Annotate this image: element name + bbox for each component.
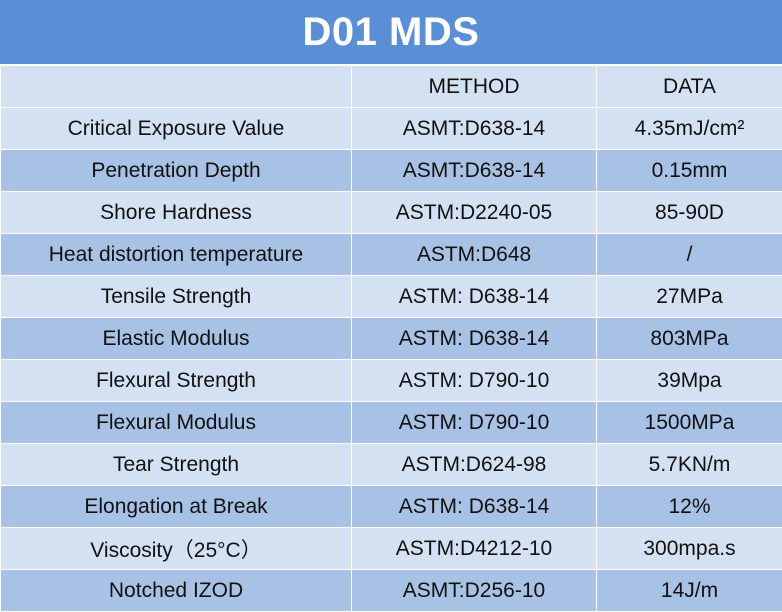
- method-cell: ASTM:D648: [352, 234, 597, 276]
- property-cell: Elastic Modulus: [1, 318, 352, 360]
- properties-table: METHOD DATA Critical Exposure Value ASMT…: [0, 65, 782, 612]
- table-row: Viscosity（25°C） ASTM:D4212-10 300mpa.s: [1, 528, 782, 570]
- data-cell: 27MPa: [597, 276, 782, 318]
- method-cell: ASTM: D638-14: [352, 486, 597, 528]
- property-cell: Tensile Strength: [1, 276, 352, 318]
- table-row: Flexural Modulus ASTM: D790-10 1500MPa: [1, 402, 782, 444]
- page-title: D01 MDS: [0, 0, 782, 65]
- data-cell: /: [597, 234, 782, 276]
- data-cell: 300mpa.s: [597, 528, 782, 570]
- table-row: Shore Hardness ASTM:D2240-05 85-90D: [1, 192, 782, 234]
- data-cell: 4.35mJ/cm²: [597, 108, 782, 150]
- data-cell: 39Mpa: [597, 360, 782, 402]
- data-cell: 803MPa: [597, 318, 782, 360]
- data-cell: 0.15mm: [597, 150, 782, 192]
- property-cell: Flexural Modulus: [1, 402, 352, 444]
- property-cell: Elongation at Break: [1, 486, 352, 528]
- table-header-row: METHOD DATA: [1, 66, 782, 108]
- property-cell: Shore Hardness: [1, 192, 352, 234]
- method-cell: ASTM: D638-14: [352, 276, 597, 318]
- header-property: [1, 66, 352, 108]
- method-cell: ASTM:D4212-10: [352, 528, 597, 570]
- property-cell: Notched IZOD: [1, 570, 352, 612]
- table-row: Penetration Depth ASMT:D638-14 0.15mm: [1, 150, 782, 192]
- method-cell: ASTM: D790-10: [352, 402, 597, 444]
- data-cell: 12%: [597, 486, 782, 528]
- header-data: DATA: [597, 66, 782, 108]
- method-cell: ASMT:D638-14: [352, 150, 597, 192]
- table-row: Elongation at Break ASTM: D638-14 12%: [1, 486, 782, 528]
- property-cell: Viscosity（25°C）: [1, 528, 352, 570]
- property-cell: Heat distortion temperature: [1, 234, 352, 276]
- method-cell: ASMT:D256-10: [352, 570, 597, 612]
- method-cell: ASTM: D638-14: [352, 318, 597, 360]
- data-cell: 5.7KN/m: [597, 444, 782, 486]
- table-row: Tensile Strength ASTM: D638-14 27MPa: [1, 276, 782, 318]
- table-row: Flexural Strength ASTM: D790-10 39Mpa: [1, 360, 782, 402]
- data-cell: 1500MPa: [597, 402, 782, 444]
- property-cell: Critical Exposure Value: [1, 108, 352, 150]
- table-row: Elastic Modulus ASTM: D638-14 803MPa: [1, 318, 782, 360]
- property-cell: Penetration Depth: [1, 150, 352, 192]
- method-cell: ASTM: D790-10: [352, 360, 597, 402]
- data-cell: 14J/m: [597, 570, 782, 612]
- table-row: Critical Exposure Value ASMT:D638-14 4.3…: [1, 108, 782, 150]
- data-cell: 85-90D: [597, 192, 782, 234]
- header-method: METHOD: [352, 66, 597, 108]
- property-cell: Flexural Strength: [1, 360, 352, 402]
- method-cell: ASMT:D638-14: [352, 108, 597, 150]
- method-cell: ASTM:D2240-05: [352, 192, 597, 234]
- table-row: Tear Strength ASTM:D624-98 5.7KN/m: [1, 444, 782, 486]
- table-row: Notched IZOD ASMT:D256-10 14J/m: [1, 570, 782, 612]
- property-cell: Tear Strength: [1, 444, 352, 486]
- table-row: Heat distortion temperature ASTM:D648 /: [1, 234, 782, 276]
- method-cell: ASTM:D624-98: [352, 444, 597, 486]
